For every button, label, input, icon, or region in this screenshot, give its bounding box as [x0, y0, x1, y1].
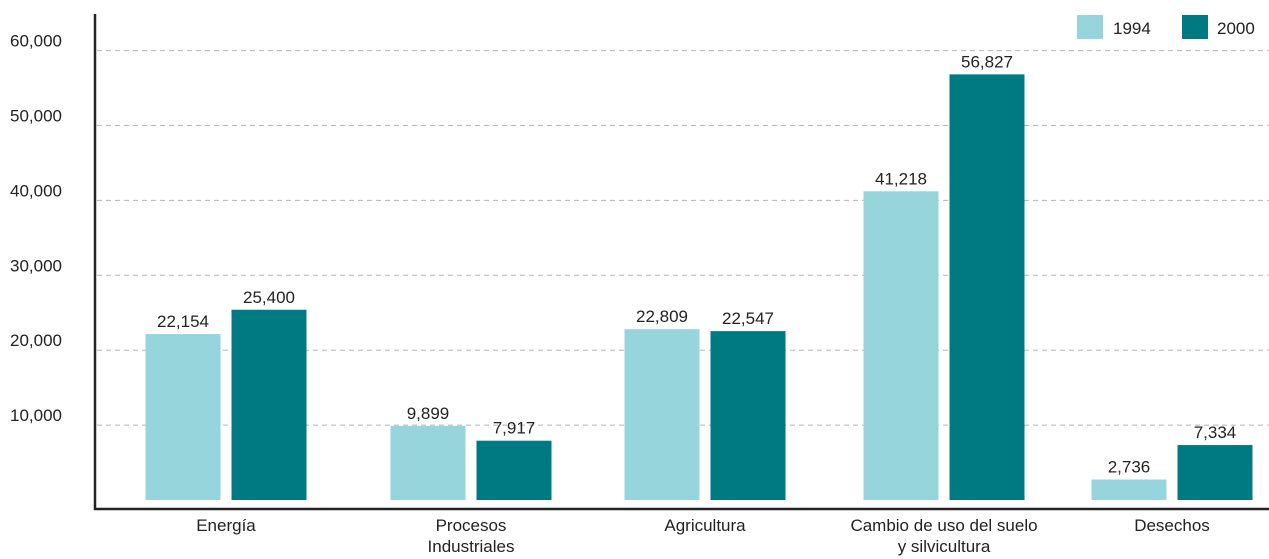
- bar-2000: [1177, 445, 1253, 500]
- axes: [93, 14, 1269, 511]
- x-category-label: Agricultura: [664, 516, 746, 535]
- bar-2000: [710, 331, 786, 500]
- bar-1994: [1091, 479, 1167, 500]
- y-axis-ticks: 10,000 20,000 30,000 40,000 50,000 60,000: [10, 32, 62, 426]
- data-label-1994: 22,809: [636, 307, 688, 326]
- bar-1994: [863, 191, 939, 501]
- legend-swatch-2000: [1182, 15, 1208, 39]
- bar-1994: [390, 425, 466, 500]
- bar-2000: [949, 74, 1025, 500]
- data-label-1994: 2,736: [1108, 458, 1151, 477]
- x-category-label: Desechos: [1134, 516, 1210, 535]
- y-tick-label: 10,000: [10, 406, 62, 425]
- data-labels: 22,154 25,400 9,899 7,917 22,809 22,547 41,218…: [157, 52, 1236, 476]
- bar-1994: [624, 329, 700, 500]
- y-tick-label: 30,000: [10, 256, 62, 275]
- legend-label-1994: 1994: [1113, 19, 1151, 38]
- x-category-label: Cambio de uso del suelo y silvicultura: [850, 516, 1037, 556]
- data-label-2000: 56,827: [961, 52, 1013, 71]
- legend: 1994 2000: [1077, 15, 1255, 39]
- data-label-1994: 9,899: [407, 404, 450, 423]
- y-tick-label: 40,000: [10, 181, 62, 200]
- legend-swatch-1994: [1077, 15, 1103, 39]
- x-axis-categories: Energía Procesos Industriales Agricultura Ca…: [196, 516, 1210, 556]
- bar-2000: [231, 309, 307, 500]
- x-category-label: Procesos Industriales: [428, 516, 515, 556]
- data-label-2000: 25,400: [243, 288, 295, 307]
- bars: [145, 74, 1253, 501]
- data-label-2000: 22,547: [722, 309, 774, 328]
- y-tick-label: 60,000: [10, 32, 62, 51]
- axis-lines: [93, 14, 1269, 511]
- bar-1994: [145, 334, 221, 500]
- data-label-2000: 7,917: [493, 419, 536, 438]
- y-tick-label: 50,000: [10, 107, 62, 126]
- bar-2000: [476, 440, 552, 500]
- data-label-2000: 7,334: [1194, 423, 1237, 442]
- x-category-label: Energía: [196, 516, 256, 535]
- data-label-1994: 41,218: [875, 169, 927, 188]
- legend-label-2000: 2000: [1217, 19, 1255, 38]
- y-tick-label: 20,000: [10, 331, 62, 350]
- data-label-1994: 22,154: [157, 312, 209, 331]
